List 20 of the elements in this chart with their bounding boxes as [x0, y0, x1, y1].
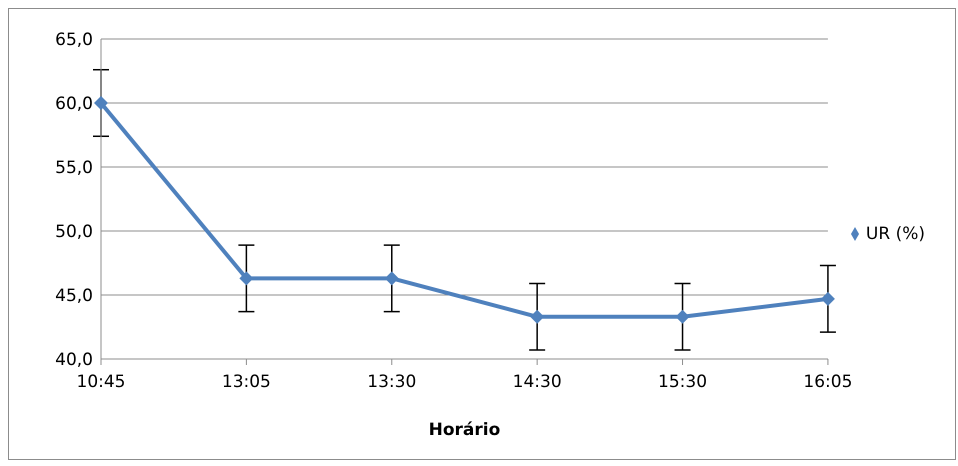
x-tick-label: 13:30 — [367, 372, 416, 392]
x-tick-label: 15:30 — [658, 372, 708, 392]
point — [820, 292, 835, 306]
x-tick-label: 14:30 — [512, 372, 562, 392]
y-tick-label: 40,0 — [55, 350, 93, 370]
y-tick-label: 55,0 — [55, 158, 93, 178]
legend-label: UR (%) — [866, 224, 925, 244]
point — [94, 96, 108, 110]
x-tick-label: 13:05 — [222, 372, 271, 392]
point — [676, 310, 690, 324]
x-tick-label: 16:05 — [803, 372, 852, 392]
x-tick-label: 10:45 — [76, 372, 126, 392]
y-tick-label: 45,0 — [55, 286, 93, 306]
point — [384, 271, 399, 286]
x-axis-title: Horário — [428, 420, 500, 440]
y-tick-label: 60,0 — [55, 94, 93, 114]
point — [239, 271, 254, 286]
point — [530, 310, 544, 324]
y-tick-label: 65,0 — [55, 30, 93, 50]
y-tick-label: 50,0 — [55, 222, 93, 242]
